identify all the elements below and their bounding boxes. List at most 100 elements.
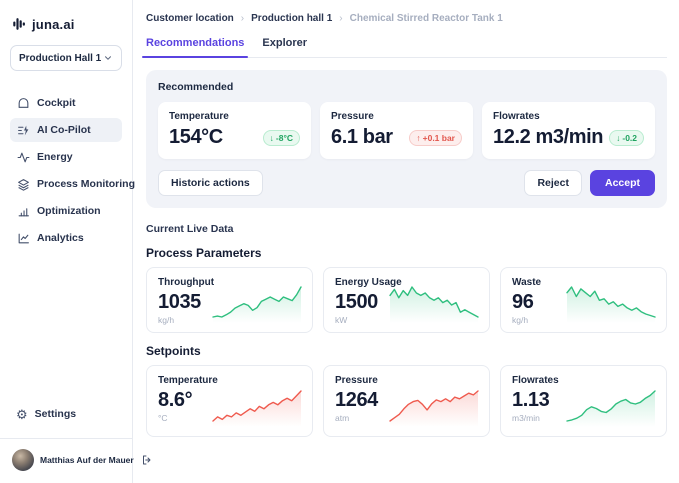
sidebar-item-settings[interactable]: ⚙ Settings: [10, 402, 122, 426]
setpoints-row: Temperature 8.6° °C Pressure 1264 atm Fl…: [146, 365, 667, 437]
metric-value: 1264: [335, 389, 378, 411]
user-name: Matthias Auf der Mauer: [40, 455, 134, 465]
location-selector[interactable]: Production Hall 1: [10, 45, 122, 71]
metric-unit: °C: [158, 413, 168, 423]
metric-label: Pressure: [335, 375, 378, 386]
breadcrumb-item-reactor-tank: Chemical Stirred Reactor Tank 1: [349, 13, 503, 24]
sidebar-divider: [0, 438, 132, 439]
sparkline-chart: [565, 387, 657, 429]
current-live-data-title: Current Live Data: [146, 223, 234, 235]
sparkline-chart: [211, 387, 303, 429]
tab-explorer[interactable]: Explorer: [262, 37, 308, 49]
metric-unit: kg/h: [158, 315, 175, 325]
process-parameters-title: Process Parameters: [146, 246, 262, 260]
accept-button[interactable]: Accept: [589, 170, 655, 196]
breadcrumb: Customer location › Production hall 1 › …: [146, 13, 667, 24]
brand-logo: juna.ai: [10, 16, 122, 32]
sidebar-item-label: Analytics: [37, 232, 84, 244]
avatar: [12, 449, 34, 471]
card-label: Flowrates: [493, 111, 540, 122]
card-label: Temperature: [169, 111, 229, 122]
breadcrumb-item-production-hall[interactable]: Production hall 1: [251, 13, 333, 24]
process-parameters-row: Throughput 1035 kg/h Energy Usage 1500 k…: [146, 267, 667, 333]
card-label: Pressure: [331, 111, 374, 122]
metric-card-setpoint-pressure: Pressure 1264 atm: [323, 365, 490, 437]
metric-unit: kg/h: [512, 315, 529, 325]
sidebar-item-label: AI Co-Pilot: [37, 124, 91, 136]
metric-card-setpoint-flowrates: Flowrates 1.13 m3/min: [500, 365, 667, 437]
sidebar-item-label: Energy: [37, 151, 73, 163]
brand-name: juna.ai: [32, 16, 75, 32]
metric-value: 96: [512, 291, 534, 313]
metric-card-throughput: Throughput 1035 kg/h: [146, 267, 313, 333]
sidebar-item-analytics[interactable]: Analytics: [10, 226, 122, 250]
logout-icon[interactable]: [141, 454, 153, 466]
sidebar-item-cockpit[interactable]: Cockpit: [10, 91, 122, 115]
metric-unit: atm: [335, 413, 350, 423]
sparkline-chart: [211, 283, 303, 325]
optimization-icon: [16, 204, 30, 218]
metric-value: 1035: [158, 291, 201, 313]
location-selector-value: Production Hall 1: [19, 52, 102, 64]
recommended-panel: Recommended Temperature 154°C ↓ -8°C Pres…: [146, 70, 667, 208]
metric-card-energy-usage: Energy Usage 1500 kW: [323, 267, 490, 333]
sidebar-item-label: Cockpit: [37, 97, 76, 109]
metric-label: Flowrates: [512, 375, 559, 386]
metric-label: Energy Usage: [335, 277, 402, 288]
delta-badge: ↓ -0.2: [609, 129, 645, 146]
cockpit-icon: [16, 96, 30, 110]
metric-unit: m3/min: [512, 413, 540, 423]
tab-bar: Recommendations Explorer: [141, 37, 667, 58]
tab-recommendations[interactable]: Recommendations: [141, 37, 249, 58]
sidebar-item-energy[interactable]: Energy: [10, 145, 122, 169]
settings-label: Settings: [34, 408, 77, 420]
arrow-up-icon: ↑: [416, 132, 421, 143]
reject-button[interactable]: Reject: [524, 170, 582, 196]
delta-value: +0.1 bar: [422, 132, 455, 143]
sidebar-bottom: ⚙ Settings Matthias Auf der Mauer: [0, 402, 151, 471]
card-value: 12.2 m3/min: [493, 126, 604, 148]
sparkline-chart: [565, 283, 657, 325]
historic-actions-button[interactable]: Historic actions: [158, 170, 263, 196]
delta-value: -0.2: [622, 132, 638, 143]
sidebar: juna.ai Production Hall 1 Cockpit AI Co-…: [0, 0, 151, 483]
recommended-card-flowrates: Flowrates 12.2 m3/min ↓ -0.2: [482, 102, 656, 159]
sparkline-chart: [388, 387, 480, 429]
card-value: 154°C: [169, 126, 223, 148]
metric-value: 1.13: [512, 389, 550, 411]
chevron-down-icon: [105, 56, 111, 60]
sidebar-item-ai-copilot[interactable]: AI Co-Pilot: [10, 118, 122, 142]
recommended-actions: Historic actions Reject Accept: [158, 170, 655, 196]
card-value: 6.1 bar: [331, 126, 393, 148]
setpoints-title: Setpoints: [146, 344, 201, 358]
arrow-down-icon: ↓: [616, 132, 621, 143]
metric-unit: kW: [335, 315, 348, 325]
gear-icon: ⚙: [16, 406, 28, 422]
recommended-card-temperature: Temperature 154°C ↓ -8°C: [158, 102, 311, 159]
metric-label: Throughput: [158, 277, 215, 288]
sidebar-item-label: Process Monitoring: [37, 178, 136, 190]
metric-card-waste: Waste 96 kg/h: [500, 267, 667, 333]
breadcrumb-separator: ›: [339, 13, 343, 24]
recommended-title: Recommended: [158, 81, 234, 93]
delta-value: -8°C: [275, 132, 293, 143]
recommended-cards: Temperature 154°C ↓ -8°C Pressure 6.1 bar…: [158, 102, 656, 159]
recommended-card-pressure: Pressure 6.1 bar ↑ +0.1 bar: [320, 102, 473, 159]
main-content: Customer location › Production hall 1 › …: [133, 0, 679, 483]
sidebar-item-optimization[interactable]: Optimization: [10, 199, 122, 223]
metric-value: 8.6°: [158, 389, 193, 411]
metric-label: Waste: [512, 277, 542, 288]
breadcrumb-item-customer-location[interactable]: Customer location: [146, 13, 234, 24]
metric-value: 1500: [335, 291, 378, 313]
sparkline-chart: [388, 283, 480, 325]
sidebar-item-label: Optimization: [37, 205, 101, 217]
brand-logo-icon: [13, 18, 25, 30]
arrow-down-icon: ↓: [269, 132, 274, 143]
sidebar-item-process-monitoring[interactable]: Process Monitoring: [10, 172, 135, 196]
delta-badge: ↑ +0.1 bar: [409, 129, 462, 146]
user-menu[interactable]: Matthias Auf der Mauer: [10, 449, 151, 471]
sidebar-nav: Cockpit AI Co-Pilot Energy Process Monit…: [10, 91, 135, 250]
process-monitoring-icon: [16, 177, 30, 191]
breadcrumb-separator: ›: [240, 13, 245, 24]
energy-icon: [16, 150, 30, 164]
